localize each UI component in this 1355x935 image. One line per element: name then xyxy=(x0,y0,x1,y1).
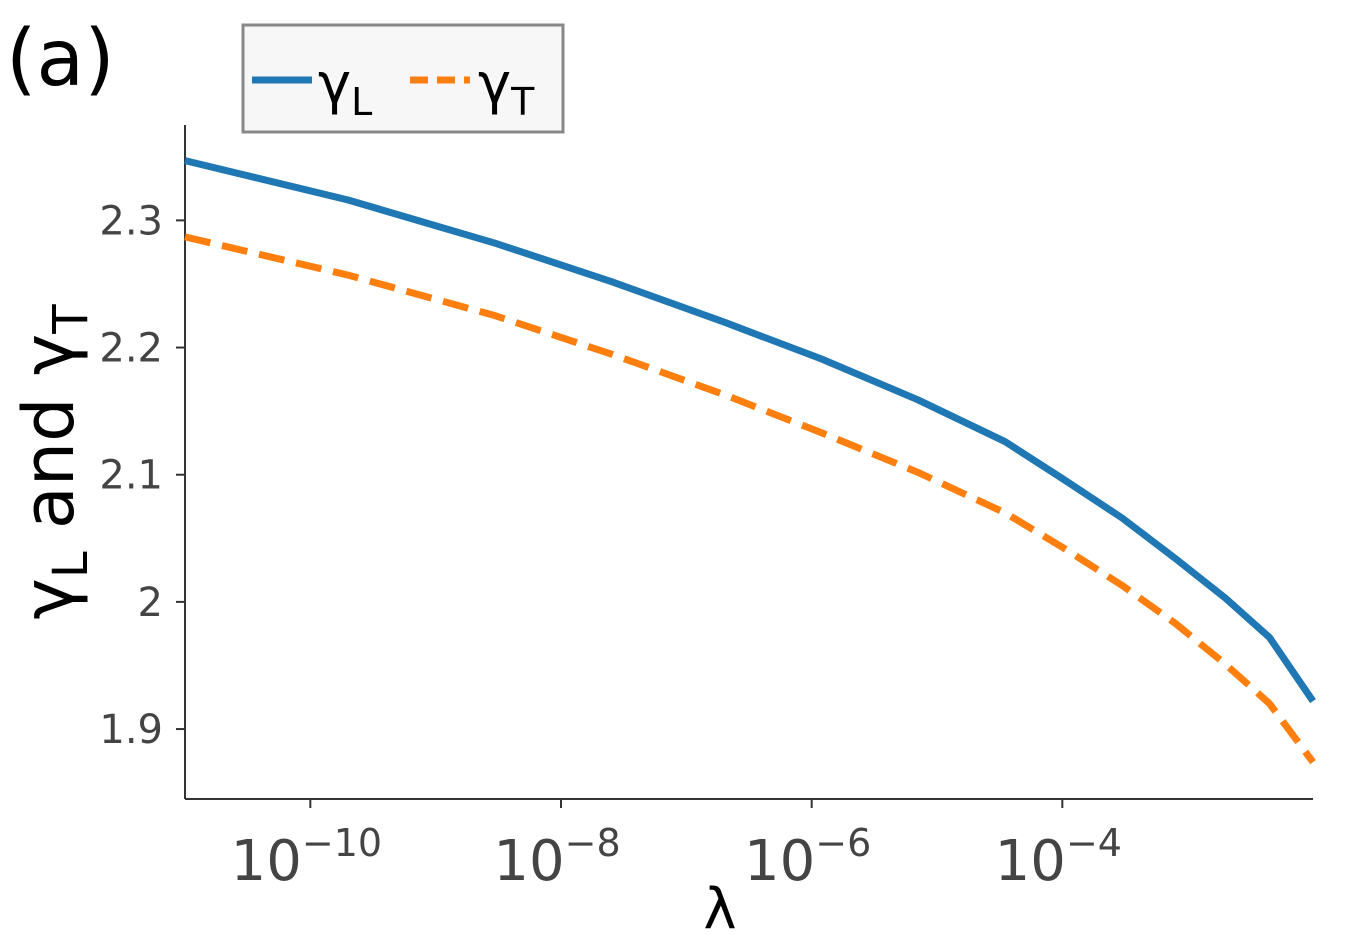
series-line-gamma-t xyxy=(184,233,1316,765)
series-line-gamma-l xyxy=(184,157,1316,704)
x-tick-label: 10−10 xyxy=(231,821,382,894)
legend-label-gamma-t: γT xyxy=(478,52,535,124)
x-tick-label: 10−8 xyxy=(493,821,620,894)
panel-label: (a) xyxy=(6,14,115,104)
x-tick-label: 10−6 xyxy=(744,821,871,894)
y-tick-label: 1.9 xyxy=(99,707,163,753)
series-layer xyxy=(184,157,1316,765)
y-tick-label: 2 xyxy=(138,580,163,626)
y-tick-label: 2.3 xyxy=(99,198,163,244)
x-axis-title: λ xyxy=(703,877,736,935)
legend: γL γT xyxy=(241,23,565,134)
axis-labels: λ γL and γT xyxy=(8,304,737,935)
legend-label-gamma-l: γL xyxy=(318,52,372,124)
x-tick-label: 10−4 xyxy=(995,821,1122,894)
y-tick-label: 2.2 xyxy=(99,326,163,372)
y-tick-label: 2.1 xyxy=(99,453,163,499)
axes: 1.9 2 2.1 2.2 2.3 10−10 10−8 10−6 10−4 xyxy=(99,125,1313,894)
y-axis-title: γL and γT xyxy=(8,304,99,620)
